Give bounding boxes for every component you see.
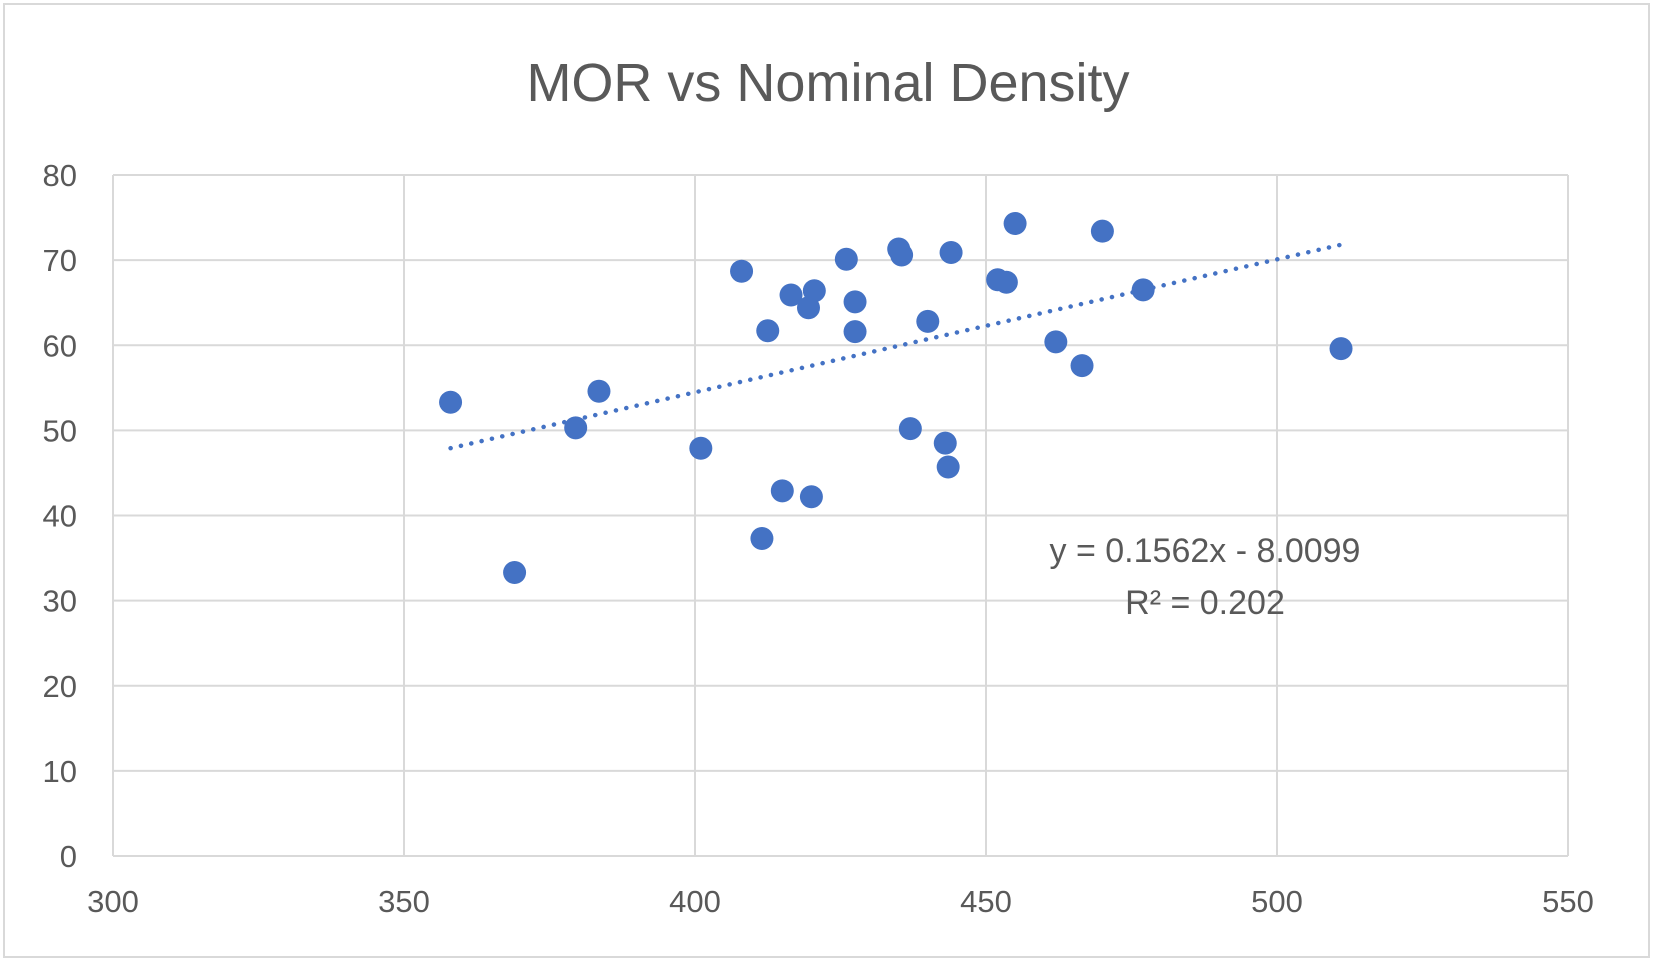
data-points [439, 212, 1353, 585]
trendline [448, 242, 1344, 451]
data-point [587, 379, 611, 403]
data-point [834, 247, 858, 271]
tick-labels: 0 10 20 30 40 50 60 70 80 300 350 400 450 500 550 [43, 158, 1594, 919]
data-point [933, 431, 957, 455]
data-point [843, 290, 867, 314]
data-point [779, 283, 803, 307]
data-point [1329, 337, 1353, 361]
data-point [564, 416, 588, 440]
x-tick-label: 550 [1542, 884, 1594, 919]
data-point [799, 485, 823, 509]
data-point [1003, 212, 1027, 236]
trendline-r-squared: R² = 0.202 [1125, 584, 1285, 622]
x-tick-label: 400 [669, 884, 721, 919]
y-tick-label: 10 [43, 754, 77, 789]
chart-title: MOR vs Nominal Density [526, 53, 1129, 113]
data-point [994, 270, 1018, 294]
chart-area: MOR vs Nominal Density 0 10 20 30 40 50 60 70 80… [3, 3, 1650, 958]
y-tick-label: 80 [43, 158, 77, 193]
data-point [890, 243, 914, 267]
data-point [756, 319, 780, 343]
y-tick-label: 60 [43, 328, 77, 363]
data-point [439, 390, 463, 414]
data-point [1044, 330, 1068, 354]
data-point [1090, 219, 1114, 243]
data-point [802, 279, 826, 303]
gridlines [112, 174, 1569, 857]
y-tick-label: 50 [43, 413, 77, 448]
data-point [1070, 354, 1094, 378]
data-point [843, 320, 867, 344]
data-point [730, 259, 754, 283]
data-point [916, 309, 940, 333]
x-tick-label: 450 [960, 884, 1012, 919]
y-tick-label: 70 [43, 243, 77, 278]
data-point [1131, 278, 1155, 302]
data-point [898, 417, 922, 441]
scatter-chart: MOR vs Nominal Density 0 10 20 30 40 50 60 70 80… [43, 53, 1594, 919]
data-point [750, 526, 774, 550]
data-point [770, 479, 794, 503]
x-tick-label: 350 [378, 884, 430, 919]
x-tick-label: 300 [87, 884, 139, 919]
data-point [503, 561, 527, 585]
y-tick-label: 40 [43, 499, 77, 534]
data-point [936, 455, 960, 479]
data-point [689, 436, 713, 460]
x-tick-label: 500 [1251, 884, 1303, 919]
trendline-equation: y = 0.1562x - 8.0099 [1050, 532, 1361, 570]
y-tick-label: 30 [43, 584, 77, 619]
data-point [939, 240, 963, 264]
y-tick-label: 0 [60, 839, 77, 874]
trendline-group [448, 242, 1344, 451]
y-tick-label: 20 [43, 669, 77, 704]
